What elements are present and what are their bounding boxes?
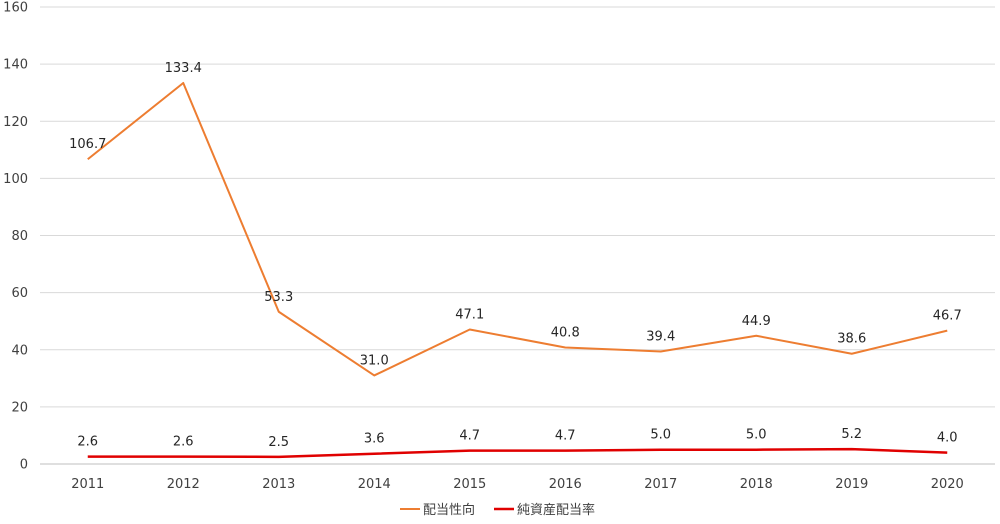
y-tick-label: 0 <box>20 458 28 473</box>
data-label: 47.1 <box>455 307 484 322</box>
legend-item-2: 純資産配当率 <box>494 502 595 518</box>
data-label: 38.6 <box>837 332 866 347</box>
x-tick-label: 2017 <box>644 477 677 492</box>
x-axis-tick-labels: 2011 2012 2013 2014 2015 2016 2017 2018 2019 2020 <box>71 477 964 492</box>
x-tick-label: 2013 <box>262 477 295 492</box>
series-lines <box>87 81 948 459</box>
data-label: 5.0 <box>650 428 671 443</box>
x-tick-label: 2012 <box>167 477 200 492</box>
data-label: 53.3 <box>264 290 293 305</box>
x-tick-label: 2019 <box>835 477 868 492</box>
data-label: 2.6 <box>77 435 98 450</box>
x-tick-label: 2011 <box>71 477 104 492</box>
data-label: 2.5 <box>268 435 289 450</box>
data-label: 39.4 <box>646 329 675 344</box>
series-line-1 <box>87 81 948 377</box>
x-tick-label: 2016 <box>549 477 582 492</box>
data-label: 5.2 <box>841 427 862 442</box>
series-line-2 <box>87 447 948 459</box>
legend-label: 純資産配当率 <box>517 502 595 518</box>
legend-label: 配当性向 <box>423 502 475 518</box>
data-labels: 106.7 133.4 53.3 31.0 47.1 40.8 39.4 44.9 38.6 46… <box>69 61 962 450</box>
data-label: 46.7 <box>933 309 962 324</box>
y-tick-label: 60 <box>11 286 28 301</box>
legend-item-1: 配当性向 <box>400 502 475 518</box>
y-tick-label: 80 <box>11 229 28 244</box>
data-label: 3.6 <box>364 432 385 447</box>
data-label: 31.0 <box>360 353 389 368</box>
data-label: 4.7 <box>555 429 576 444</box>
y-tick-label: 160 <box>3 1 28 16</box>
y-tick-label: 140 <box>3 58 28 73</box>
data-label: 40.8 <box>551 325 580 340</box>
y-tick-label: 100 <box>3 172 28 187</box>
data-label: 5.0 <box>746 428 767 443</box>
x-tick-label: 2020 <box>931 477 964 492</box>
data-label: 44.9 <box>742 314 771 329</box>
x-tick-label: 2018 <box>740 477 773 492</box>
y-tick-label: 20 <box>11 400 28 415</box>
data-label: 2.6 <box>173 435 194 450</box>
x-tick-label: 2015 <box>453 477 486 492</box>
legend: 配当性向 純資産配当率 <box>400 502 595 518</box>
data-label: 106.7 <box>69 137 106 152</box>
x-tick-label: 2014 <box>358 477 391 492</box>
data-label: 133.4 <box>165 61 202 76</box>
data-label: 4.0 <box>937 431 958 446</box>
y-tick-label: 40 <box>11 343 28 358</box>
y-tick-label: 120 <box>3 115 28 130</box>
y-axis-tick-labels: 0 20 40 60 80 100 120 140 160 <box>3 1 28 473</box>
data-label: 4.7 <box>459 429 480 444</box>
